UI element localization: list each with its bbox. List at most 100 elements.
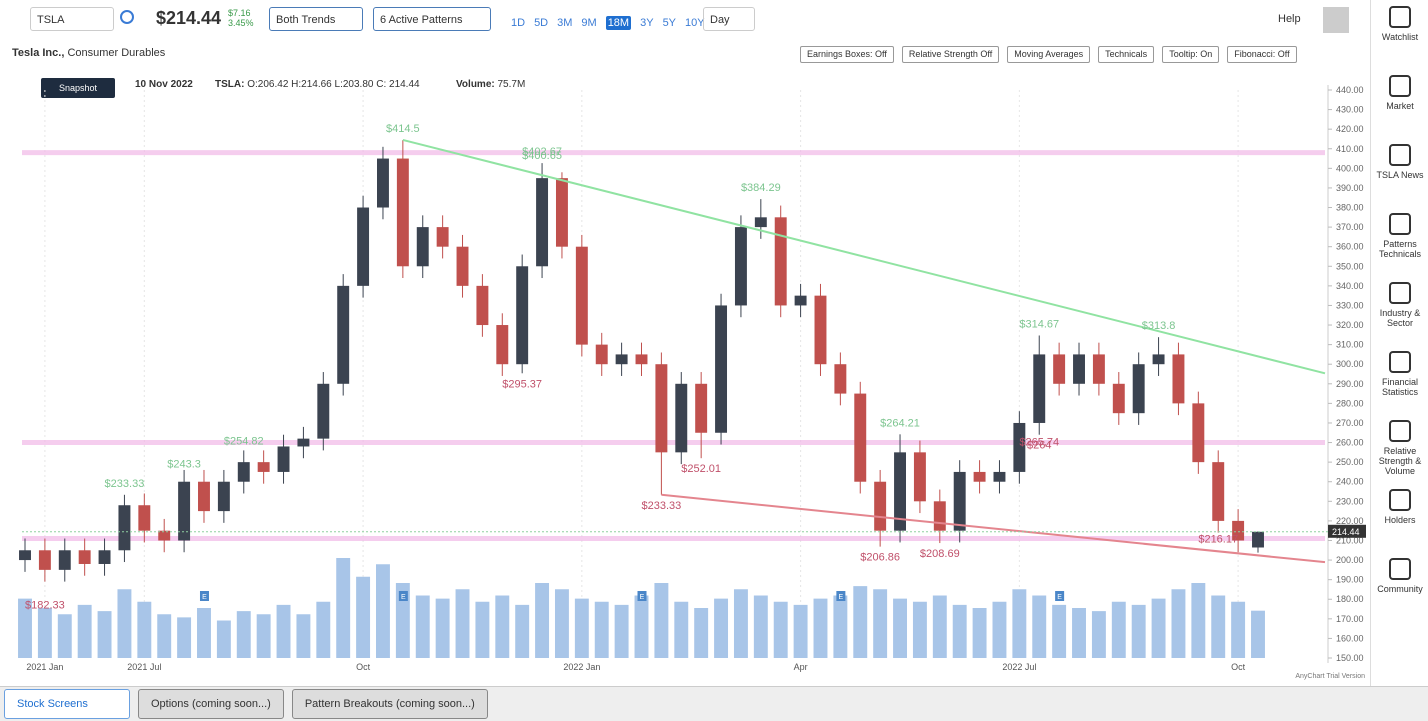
- sidebar-item[interactable]: Watchlist: [1371, 6, 1428, 69]
- footer-button[interactable]: Stock Screens: [4, 689, 130, 719]
- toggle-button[interactable]: Fibonacci: Off: [1227, 46, 1297, 63]
- x-tick-label: 2021 Jul: [127, 662, 161, 672]
- y-tick-label: 400.00: [1336, 163, 1364, 173]
- sidebar-icon: [1389, 558, 1411, 580]
- candle-body: [357, 207, 370, 286]
- candle-body: [1053, 354, 1066, 384]
- search-icon[interactable]: [120, 10, 134, 24]
- sidebar-item[interactable]: Community: [1371, 558, 1428, 621]
- interval-select[interactable]: Day: [703, 7, 755, 31]
- earnings-marker: [199, 591, 209, 601]
- y-tick-label: 390.00: [1336, 183, 1364, 193]
- volume-bar: [395, 583, 410, 658]
- volume-bar: [475, 601, 490, 658]
- price-annotation: $243.3: [167, 458, 201, 470]
- help-link[interactable]: Help: [1278, 13, 1301, 25]
- volume-bar: [952, 604, 967, 658]
- toggle-button[interactable]: Tooltip: On: [1162, 46, 1220, 63]
- toggle-button[interactable]: Earnings Boxes: Off: [800, 46, 894, 63]
- sidebar-label: Industry & Sector: [1379, 308, 1421, 328]
- sidebar-item[interactable]: Patterns Technicals: [1371, 213, 1428, 276]
- ohlc: O:206.42 H:214.66 L:203.80 C: 214.44: [247, 79, 420, 90]
- period-button[interactable]: 3Y: [640, 17, 654, 29]
- price-annotation: $216.17: [1198, 533, 1238, 545]
- trend-select[interactable]: Both Trends: [269, 7, 363, 31]
- candle-body: [933, 501, 946, 531]
- period-button[interactable]: 10Y: [685, 17, 705, 29]
- candle-body: [198, 481, 210, 512]
- volume-bar: [1072, 608, 1086, 658]
- trendline: [661, 493, 1326, 564]
- sidebar-item[interactable]: Financial Statistics: [1371, 351, 1428, 414]
- period-button[interactable]: 3M: [557, 17, 573, 29]
- y-tick-label: 220.00: [1336, 516, 1364, 526]
- earnings-marker: [836, 591, 846, 601]
- candle-body: [38, 550, 51, 570]
- change-pct: 3.45%: [228, 18, 254, 28]
- toggle-button[interactable]: Technicals: [1098, 46, 1155, 63]
- y-tick-label: 370.00: [1336, 222, 1364, 232]
- x-tick-label: 2021 Jan: [26, 662, 63, 672]
- candle-body: [854, 393, 867, 482]
- sidebar-item[interactable]: Industry & Sector: [1371, 282, 1428, 345]
- candle-body: [98, 550, 111, 564]
- footer-button[interactable]: Options (coming soon...): [138, 689, 284, 719]
- sidebar-item[interactable]: Holders: [1371, 489, 1428, 552]
- x-tick-label: Oct: [1231, 662, 1246, 672]
- volume-bar: [674, 601, 689, 658]
- sidebar-item[interactable]: Relative Strength & Volume: [1371, 420, 1428, 483]
- volume-bar: [256, 614, 271, 658]
- y-tick-label: 280.00: [1336, 398, 1364, 408]
- price-annotation: $264: [1027, 440, 1051, 452]
- candle-body: [555, 178, 568, 247]
- volume-bar: [495, 595, 510, 658]
- volume-bar: [833, 595, 848, 658]
- sidebar-item[interactable]: TSLA News: [1371, 144, 1428, 207]
- price-annotation: $295.37: [502, 378, 542, 390]
- volume-bar: [415, 595, 430, 658]
- pattern-select[interactable]: 6 Active Patterns: [373, 7, 491, 31]
- y-tick-label: 190.00: [1336, 575, 1364, 585]
- sidebar-icon: [1389, 420, 1411, 442]
- y-tick-label: 260.00: [1336, 438, 1364, 448]
- symbol-input[interactable]: TSLA: [30, 7, 114, 31]
- y-tick-label: 420.00: [1336, 124, 1364, 134]
- earnings-label: E: [401, 594, 406, 601]
- period-button[interactable]: 18M: [605, 16, 632, 30]
- volume-label: Volume:: [456, 79, 495, 90]
- period-button[interactable]: 1D: [511, 17, 526, 29]
- sidebar-label: Patterns Technicals: [1378, 239, 1422, 259]
- sector: Consumer Durables: [67, 47, 166, 59]
- price-annotation: $206.86: [860, 552, 900, 564]
- period-button[interactable]: 5D: [534, 17, 549, 29]
- candle-body: [794, 295, 807, 306]
- toggle-button[interactable]: Moving Averages: [1007, 46, 1091, 63]
- footer-button[interactable]: Pattern Breakouts (coming soon...): [291, 689, 488, 719]
- y-tick-label: 310.00: [1336, 340, 1364, 350]
- avatar[interactable]: [1323, 7, 1349, 33]
- candle-body: [377, 158, 389, 208]
- snapshot-button[interactable]: Snapshot: [41, 78, 115, 98]
- candle-body: [1092, 354, 1105, 384]
- toggle-button[interactable]: Relative Strength Off: [901, 46, 1000, 63]
- period-button[interactable]: 9M: [581, 17, 597, 29]
- y-tick-label: 340.00: [1336, 281, 1364, 291]
- volume-value: 75.7M: [497, 79, 526, 90]
- candle-body: [237, 462, 250, 482]
- candle-body: [118, 505, 131, 551]
- volume-bar: [236, 611, 251, 658]
- sidebar-icon: [1389, 282, 1411, 304]
- candle-body: [595, 344, 608, 365]
- legend-ohlc: TSLA: O:206.42 H:214.66 L:203.80 C: 214.…: [215, 79, 420, 90]
- volume-bar: [912, 601, 927, 658]
- volume-bar: [296, 614, 311, 658]
- y-tick-label: 210.00: [1336, 535, 1364, 545]
- sidebar-item[interactable]: Market: [1371, 75, 1428, 138]
- volume-bar: [574, 598, 589, 658]
- candle-body: [1252, 531, 1264, 548]
- period-button[interactable]: 5Y: [662, 17, 677, 29]
- candle-body: [1172, 354, 1185, 404]
- price-annotation: $233.33: [642, 500, 682, 512]
- candle-body: [476, 285, 489, 326]
- y-tick-label: 230.00: [1336, 496, 1364, 506]
